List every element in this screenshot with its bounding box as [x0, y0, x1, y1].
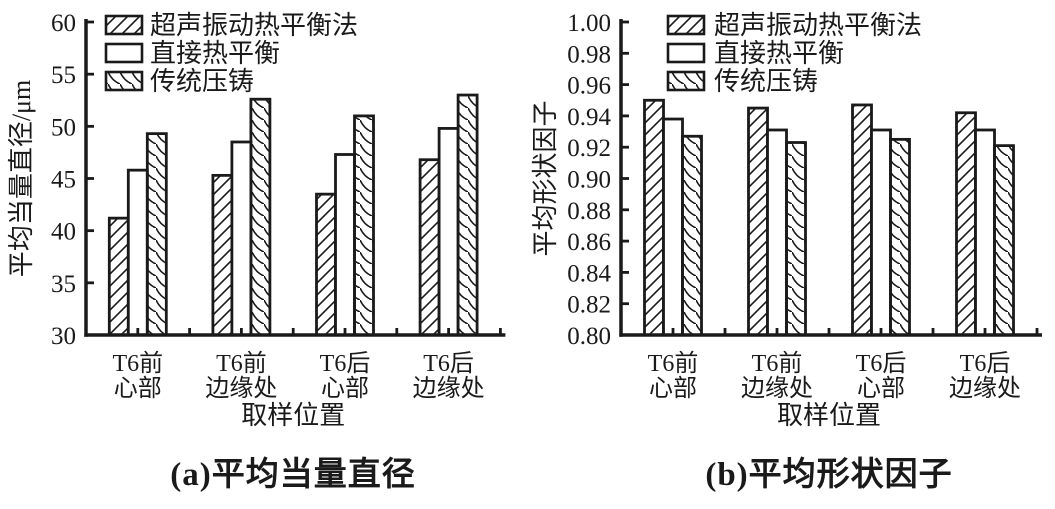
y-tick-label: 0.88 [567, 198, 611, 225]
x-category-label: 边缘处 [741, 375, 813, 402]
bar-series1-cat1 [643, 98, 665, 337]
legend-label-1: 超声振动热平衡法 [150, 11, 358, 40]
legend-label-2: 直接热平衡 [150, 39, 280, 68]
bar-series2-cat2 [230, 140, 253, 337]
bar-series1-cat4 [955, 111, 977, 337]
bar-series3-cat3 [353, 114, 375, 337]
x-category-label: 边缘处 [949, 375, 1021, 402]
y-tick-label: 0.82 [567, 292, 611, 319]
bar-series2-cat3 [870, 128, 892, 337]
legend-swatch-1 [104, 14, 144, 36]
x-axis-title: 取样位置 [241, 401, 345, 430]
bar-series3-cat4 [993, 144, 1015, 337]
chart-a-caption: (a)平均当量直径 [170, 457, 416, 493]
legend-label-3: 传统压铸 [714, 67, 818, 96]
x-category-label: T6前 [752, 350, 803, 377]
x-category-label: 边缘处 [413, 375, 485, 402]
x-category-label: T6后 [856, 350, 907, 377]
chart-panel-b: 0.80 0.82 0.84 0.86 0.88 0.90 0.92 0.94 0.96 0.98… [528, 0, 1055, 509]
legend-swatch-3 [666, 70, 706, 92]
legend-swatch-2 [666, 42, 706, 64]
y-tick-label: 0.92 [567, 135, 611, 162]
y-tick-label: 0.94 [567, 104, 611, 131]
x-category-label: T6后 [320, 350, 371, 377]
x-category-label: 心部 [857, 375, 905, 402]
x-category-label: T6前 [112, 350, 163, 377]
bar-series3-cat1 [145, 132, 168, 337]
bar-series1-cat2 [211, 173, 234, 337]
y-tick-label: 30 [51, 323, 76, 350]
legend-swatch-2 [104, 42, 144, 64]
bar-series3-cat3 [889, 137, 911, 337]
y-tick-label: 1.00 [567, 10, 611, 37]
x-category-label: T6后 [960, 350, 1011, 377]
x-category-label: 心部 [321, 375, 369, 402]
legend-label-3: 传统压铸 [150, 67, 254, 96]
bar-series1-cat4 [418, 158, 441, 337]
y-tick-label: 45 [51, 167, 76, 194]
legend-swatch-3 [104, 70, 144, 92]
chart-b-canvas: 0.80 0.82 0.84 0.86 0.88 0.90 0.92 0.94 0.96 0.98… [531, 10, 1042, 430]
bar-series3-cat2 [785, 141, 807, 337]
y-tick-label: 55 [51, 62, 76, 89]
y-tick-label: 0.80 [567, 323, 611, 350]
y-tick-label: 0.86 [567, 229, 611, 256]
y-axis-title: 平均形状因子 [531, 100, 560, 256]
legend-label-2: 直接热平衡 [714, 39, 844, 68]
x-category-label: T6后 [423, 350, 474, 377]
bar-series1-cat2 [747, 106, 769, 337]
bar-series2-cat3 [334, 153, 356, 337]
y-tick-label: 35 [51, 271, 76, 298]
y-axis-title: 平均当量直径/μm [7, 80, 36, 277]
bar-series3-cat4 [456, 93, 479, 337]
x-axis-title: 取样位置 [777, 401, 881, 430]
legend-swatch-1 [666, 14, 706, 36]
chart-panel-a: 30 35 40 45 50 55 60 T6前 心部 T6前 边缘处 T6后 心部 T6后 边缘处 取样位置… [0, 0, 527, 509]
x-category-label: 边缘处 [205, 375, 277, 402]
y-tick-label: 0.90 [567, 167, 611, 194]
bar-series3-cat2 [249, 97, 272, 337]
x-category-label: T6前 [216, 350, 267, 377]
bar-series3-cat1 [681, 134, 703, 337]
bar-series2-cat1 [126, 168, 149, 337]
bar-series2-cat2 [766, 128, 788, 337]
bar-series2-cat4 [974, 128, 996, 337]
x-category-label: 心部 [649, 375, 697, 402]
chart-b-caption: (b)平均形状因子 [705, 457, 953, 493]
bar-series1-cat3 [315, 192, 337, 337]
bar-series2-cat1 [662, 117, 684, 337]
legend-label-1: 超声振动热平衡法 [714, 11, 922, 40]
bar-series1-cat3 [851, 103, 873, 337]
chart-a-canvas: 30354045505560T6前心部T6前边缘处T6后心部T6后边缘处取样位置… [7, 10, 506, 430]
y-tick-label: 0.98 [567, 41, 611, 68]
x-category-label: T6前 [648, 350, 699, 377]
y-tick-label: 50 [51, 114, 76, 141]
y-tick-label: 60 [51, 10, 76, 37]
x-category-label: 心部 [114, 375, 162, 402]
bar-series1-cat1 [107, 216, 130, 337]
y-tick-label: 40 [51, 219, 76, 246]
y-tick-label: 0.84 [567, 260, 611, 287]
bar-series2-cat4 [437, 127, 460, 337]
y-tick-label: 0.96 [567, 73, 611, 100]
